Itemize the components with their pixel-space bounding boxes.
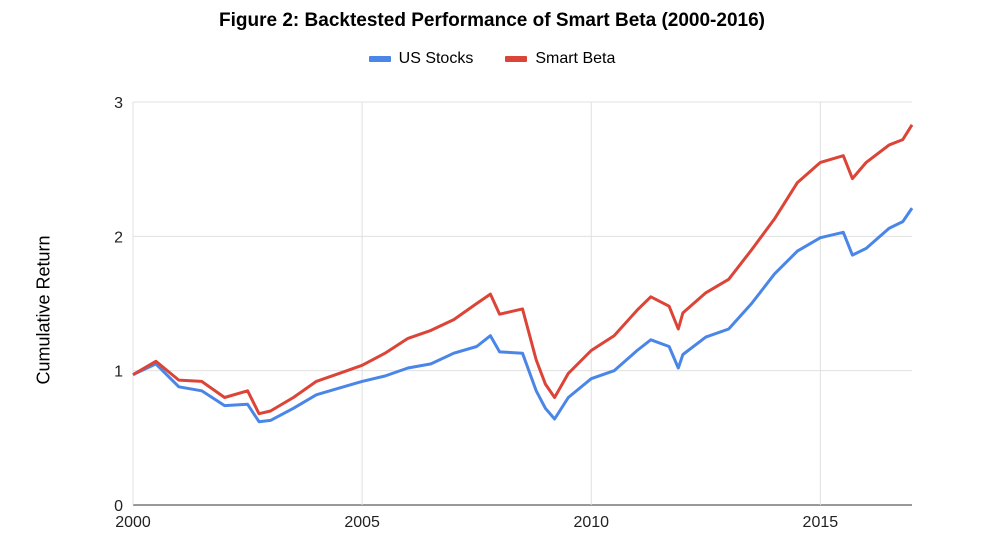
legend-label-smart-beta: Smart Beta xyxy=(535,50,616,67)
y-tick-label-2: 2 xyxy=(114,229,123,246)
y-tick-label-3: 3 xyxy=(114,95,123,112)
legend-swatch-smart-beta xyxy=(505,56,528,62)
series-line-smart-beta xyxy=(132,124,914,416)
legend-swatch-us-stocks xyxy=(368,56,391,62)
legend-item-smart-beta[interactable]: Smart Beta xyxy=(505,50,615,68)
legend-label-us-stocks: US Stocks xyxy=(398,50,474,67)
x-tick-label-2015: 2015 xyxy=(803,514,839,531)
x-tick-label-2000: 2000 xyxy=(115,514,151,531)
y-tick-label-1: 1 xyxy=(114,364,123,381)
legend-item-us-stocks[interactable]: US Stocks xyxy=(368,50,474,68)
series-line-us-stocks xyxy=(132,207,914,424)
chart-title: Figure 2: Backtested Performance of Smar… xyxy=(219,10,765,31)
y-tick-label-0: 0 xyxy=(114,498,123,515)
x-tick-label-2010: 2010 xyxy=(573,514,609,531)
legend: US Stocks Smart Beta xyxy=(0,50,984,68)
x-tick-label-2005: 2005 xyxy=(344,514,380,531)
